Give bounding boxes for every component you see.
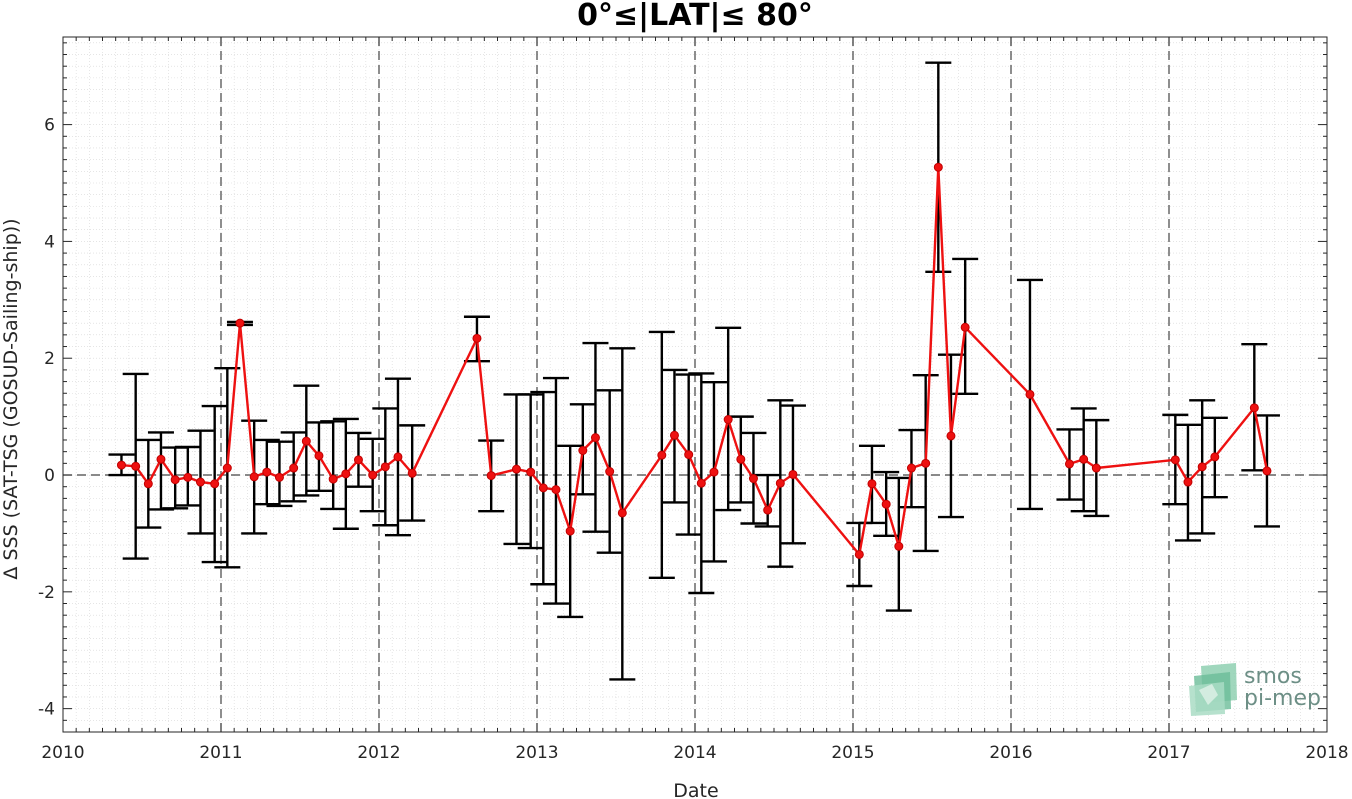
data-point: [1091, 463, 1101, 473]
data-point: [788, 469, 798, 479]
data-point: [407, 468, 417, 478]
data-point: [960, 322, 970, 332]
error-bar: [754, 473, 781, 528]
data-point: [551, 485, 561, 495]
y-axis-title: Δ SSS (SAT-TSG (GOSUD-Sailing-ship)): [0, 218, 22, 579]
data-point: [617, 508, 627, 518]
data-point: [709, 467, 719, 477]
y-tick-label: 2: [44, 349, 55, 369]
data-point: [538, 483, 548, 493]
data-point: [946, 431, 956, 441]
data-point: [262, 467, 272, 477]
x-tick-label: 2016: [989, 743, 1032, 763]
data-point: [472, 333, 482, 343]
data-point: [894, 541, 904, 551]
data-point: [775, 478, 785, 488]
data-point: [657, 450, 667, 460]
data-point: [723, 415, 733, 425]
data-point: [669, 430, 679, 440]
y-tick-label: 4: [44, 232, 55, 252]
x-axis-title: Date: [673, 780, 718, 799]
data-point: [143, 479, 153, 489]
x-tick-label: 2012: [357, 743, 400, 763]
data-point: [748, 474, 758, 484]
data-point: [605, 467, 615, 477]
data-point: [1262, 466, 1272, 476]
data-point: [1064, 459, 1074, 469]
data-point: [289, 463, 299, 473]
data-point: [1025, 389, 1035, 399]
y-tick-label: 0: [44, 466, 55, 486]
data-point: [565, 526, 575, 536]
x-tick-label: 2018: [1305, 743, 1348, 763]
x-tick-label: 2017: [1147, 743, 1190, 763]
logo-text-smos: smos: [1244, 664, 1302, 689]
data-point: [590, 433, 600, 443]
data-point: [368, 470, 378, 480]
data-point: [380, 462, 390, 472]
x-tick-label: 2011: [199, 743, 242, 763]
data-point: [1210, 452, 1220, 462]
y-tick-label: 6: [44, 116, 55, 136]
data-point: [183, 472, 193, 482]
data-point: [116, 460, 126, 470]
data-point: [511, 464, 521, 474]
data-point: [131, 461, 141, 471]
data-point: [578, 445, 588, 455]
data-point: [1183, 477, 1193, 487]
data-point: [1170, 455, 1180, 465]
data-point: [393, 452, 403, 462]
data-point: [696, 478, 706, 488]
logo-text-pi-mep: pi-mep: [1244, 686, 1321, 711]
axis-ticks: [62, 37, 1328, 733]
x-tick-label: 2014: [673, 743, 716, 763]
data-point: [341, 469, 351, 479]
y-tick-label: -2: [38, 583, 55, 603]
data-point: [921, 458, 931, 468]
x-tick-label: 2013: [515, 743, 558, 763]
data-point: [222, 463, 232, 473]
data-point: [274, 472, 284, 482]
data-point: [736, 454, 746, 464]
data-point: [353, 455, 363, 465]
data-point: [249, 472, 259, 482]
tick-labels: 2010 2011 2012 2013 2014 2015 2016 2017 2018 -4 -2…: [38, 116, 1349, 763]
data-point: [156, 454, 166, 464]
data-point: [210, 479, 220, 489]
error-bar: [320, 420, 347, 511]
smos-pi-mep-logo: smos pi-mep: [1189, 663, 1321, 716]
series-line: [121, 165, 1269, 556]
data-point: [763, 505, 773, 515]
data-point: [170, 475, 180, 485]
x-tick-label: 2015: [831, 743, 874, 763]
data-point: [526, 467, 536, 477]
data-point: [881, 499, 891, 509]
reference-lines: [63, 37, 1327, 732]
logo-emblem-icon: [1189, 663, 1237, 716]
data-point: [486, 471, 496, 481]
data-point: [1197, 462, 1207, 472]
data-series: [116, 162, 1272, 559]
data-point: [235, 318, 245, 328]
data-point: [867, 479, 877, 489]
data-point: [301, 436, 311, 446]
data-point: [854, 549, 864, 559]
data-point: [933, 162, 943, 172]
x-tick-label: 2010: [41, 743, 84, 763]
chart-title: 0°≤|LAT|≤ 80°: [577, 0, 813, 33]
data-point: [195, 477, 205, 487]
data-point: [906, 463, 916, 473]
data-point: [684, 450, 694, 460]
data-point: [314, 451, 324, 461]
data-point: [328, 474, 338, 484]
data-point: [1079, 454, 1089, 464]
y-tick-label: -4: [38, 700, 55, 720]
data-point: [1249, 403, 1259, 413]
error-bars: [108, 61, 1280, 681]
